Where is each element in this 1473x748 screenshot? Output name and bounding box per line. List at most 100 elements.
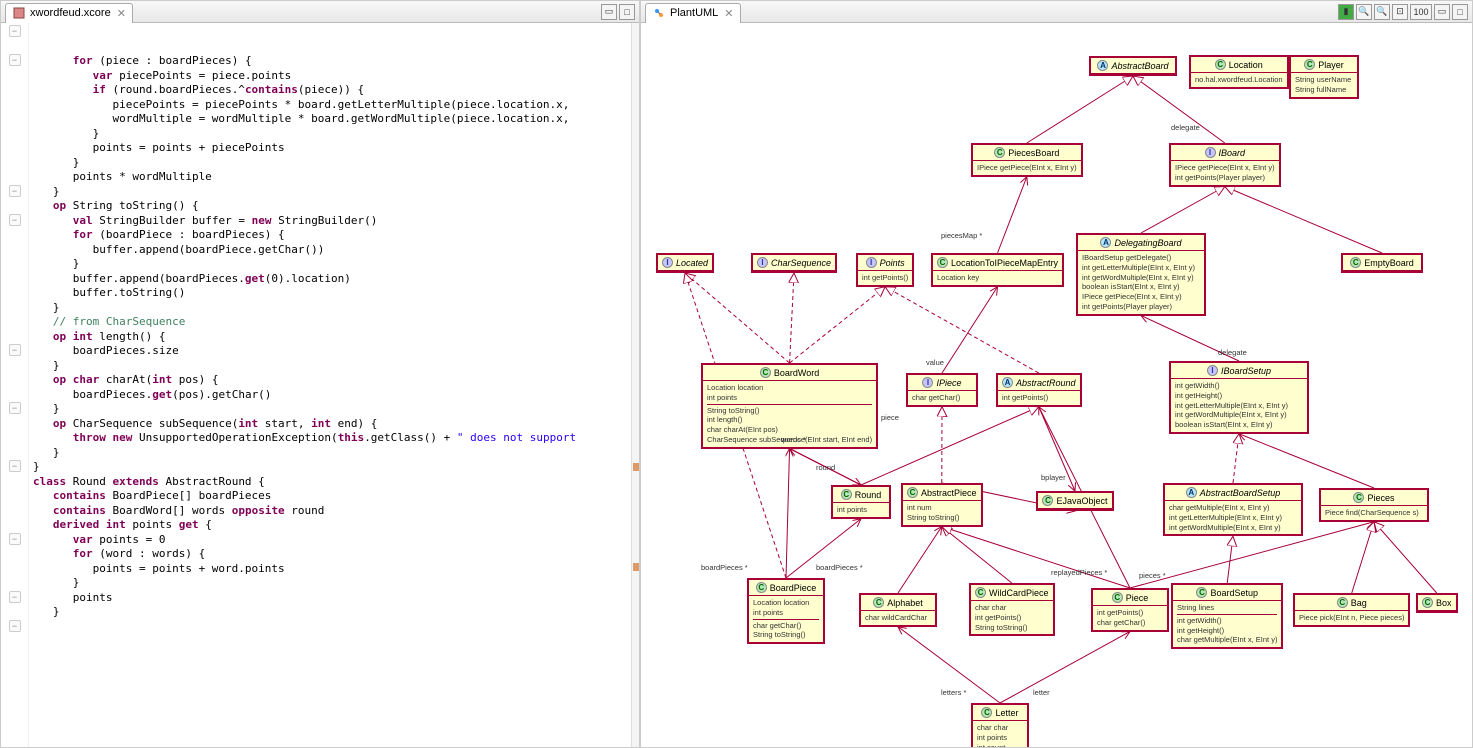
fold-toggle[interactable]: − (9, 54, 21, 66)
class-member: int num (907, 503, 977, 513)
edge-label: letter (1033, 688, 1050, 697)
class-member: Location key (937, 273, 1058, 283)
uml-class-bag[interactable]: CBagPiece pick(EInt n, Piece pieces) (1293, 593, 1410, 627)
overview-ruler (631, 23, 639, 747)
class-member: int points (707, 393, 872, 403)
edge-label: replayedPieces * (1051, 568, 1107, 577)
zoom-out-button[interactable]: 🔍 (1374, 4, 1390, 20)
class-member: char getMultiple(EInt x, EInt y) (1169, 503, 1297, 513)
class-member: int getPoints() (975, 613, 1049, 623)
class-member: int getWordMultiple(EInt x, EInt y) (1175, 410, 1303, 420)
edge-label: letters * (941, 688, 966, 697)
xcore-file-icon (12, 6, 26, 20)
fold-toggle[interactable]: − (9, 344, 21, 356)
fold-toggle[interactable]: − (9, 402, 21, 414)
uml-class-iboardsetup[interactable]: IIBoardSetupint getWidth()int getHeight(… (1169, 361, 1309, 434)
fold-toggle[interactable]: − (9, 591, 21, 603)
uml-class-ipiece[interactable]: IIPiecechar getChar() (906, 373, 978, 407)
xcore-tab[interactable]: xwordfeud.xcore ✕ (5, 3, 133, 23)
class-icon: C (1196, 587, 1207, 598)
zoom-100-button[interactable]: 100 (1410, 4, 1432, 20)
uml-class-charsequence[interactable]: ICharSequence (751, 253, 837, 273)
class-member: int getLetterMultiple(EInt x, EInt y) (1169, 513, 1297, 523)
class-name: AbstractBoard (1111, 61, 1168, 71)
class-name: EmptyBoard (1364, 258, 1414, 268)
uml-class-piecesboard[interactable]: CPiecesBoardIPiece getPiece(EInt x, EInt… (971, 143, 1083, 177)
uml-class-locationtoipiecemapentry[interactable]: CLocationToIPieceMapEntryLocation key (931, 253, 1064, 287)
class-member: boolean isStart(EInt x, EInt y) (1175, 420, 1303, 430)
uml-class-boardpiece[interactable]: CBoardPieceLocation locationint pointsch… (747, 578, 825, 644)
fit-button[interactable]: ⊡ (1392, 4, 1408, 20)
edge-label: pieces * (1139, 571, 1166, 580)
edge-label: boardPieces * (701, 563, 748, 572)
fold-toggle[interactable]: − (9, 460, 21, 472)
interface-icon: I (662, 257, 673, 268)
class-member: int count (977, 743, 1023, 748)
fold-gutter[interactable]: − − − − − − − − − − (1, 23, 29, 747)
class-member: int points (753, 608, 819, 618)
uml-class-abstractboardsetup[interactable]: AAbstractBoardSetupchar getMultiple(EInt… (1163, 483, 1303, 536)
uml-class-round[interactable]: CRoundint points (831, 485, 891, 519)
class-name: BoardSetup (1210, 588, 1258, 598)
fold-toggle[interactable]: − (9, 620, 21, 632)
uml-diagram[interactable]: AAbstractBoard CLocationno.hal.xwordfeud.… (641, 23, 1472, 747)
code-editor[interactable]: − − − − − − − − − − for (piece : boardPieces) { v… (1, 23, 639, 747)
class-name: PiecesBoard (1008, 148, 1059, 158)
uml-class-iboard[interactable]: IIBoardIPiece getPiece(EInt x, EInt y)in… (1169, 143, 1281, 187)
uml-class-letter[interactable]: CLetterchar charint pointsint count (971, 703, 1029, 747)
zoom-in-button[interactable]: 🔍 (1356, 4, 1372, 20)
plantuml-icon (652, 6, 666, 20)
class-member: IPiece getPiece(EInt x, EInt y) (1175, 163, 1275, 173)
class-name: WildCardPiece (989, 588, 1049, 598)
class-member: int getPoints(Player player) (1082, 302, 1200, 312)
fold-toggle[interactable]: − (9, 185, 21, 197)
uml-class-box[interactable]: CBox (1416, 593, 1458, 613)
class-name: AbstractRound (1016, 378, 1076, 388)
abstract-icon: A (1097, 60, 1108, 71)
uml-class-emptyboard[interactable]: CEmptyBoard (1341, 253, 1423, 273)
class-member: int getWidth() (1177, 616, 1277, 626)
class-name: EJavaObject (1056, 496, 1107, 506)
uml-class-location[interactable]: CLocationno.hal.xwordfeud.Location (1189, 55, 1289, 89)
uml-class-pieces[interactable]: CPiecesPiece find(CharSequence s) (1319, 488, 1429, 522)
uml-class-located[interactable]: ILocated (656, 253, 714, 273)
class-member: String userName (1295, 75, 1353, 85)
close-icon[interactable]: ✕ (724, 7, 733, 20)
uml-class-abstractpiece[interactable]: CAbstractPieceint numString toString() (901, 483, 983, 527)
code-content[interactable]: for (piece : boardPieces) { var piecePoi… (29, 23, 639, 747)
uml-class-boardsetup[interactable]: CBoardSetupString linesint getWidth()int… (1171, 583, 1283, 649)
uml-class-abstractboard[interactable]: AAbstractBoard (1089, 56, 1177, 76)
class-icon: C (873, 597, 884, 608)
fold-toggle[interactable]: − (9, 214, 21, 226)
class-name: Points (880, 258, 905, 268)
uml-class-ejavaobject[interactable]: CEJavaObject (1036, 491, 1114, 511)
maximize-button[interactable]: □ (1452, 4, 1468, 20)
close-icon[interactable]: ✕ (117, 7, 126, 20)
fold-toggle[interactable]: − (9, 533, 21, 545)
class-member: int getHeight() (1175, 391, 1303, 401)
fold-toggle[interactable]: − (9, 25, 21, 37)
xcore-tab-label: xwordfeud.xcore (30, 7, 111, 19)
uml-class-wildcardpiece[interactable]: CWildCardPiecechar charint getPoints()St… (969, 583, 1055, 636)
class-member: IPiece getPiece(EInt x, EInt y) (977, 163, 1077, 173)
class-icon: C (1215, 59, 1226, 70)
class-icon: C (907, 487, 918, 498)
interface-icon: I (757, 257, 768, 268)
class-name: Pieces (1367, 493, 1394, 503)
edge-label: words * (781, 435, 806, 444)
class-member: int getPoints() (1097, 608, 1163, 618)
class-icon: C (1337, 597, 1348, 608)
uml-class-abstractround[interactable]: AAbstractRoundint getPoints() (996, 373, 1082, 407)
uml-class-piece[interactable]: CPieceint getPoints()char getChar() (1091, 588, 1169, 632)
class-name: AbstractBoardSetup (1200, 488, 1281, 498)
maximize-button[interactable]: □ (619, 4, 635, 20)
class-member: String fullName (1295, 85, 1353, 95)
uml-class-delegatingboard[interactable]: ADelegatingBoardIBoardSetup getDelegate(… (1076, 233, 1206, 316)
uml-class-player[interactable]: CPlayerString userNameString fullName (1289, 55, 1359, 99)
uml-class-alphabet[interactable]: CAlphabetchar wildCardChar (859, 593, 937, 627)
class-member: int getLetterMultiple(EInt x, EInt y) (1082, 263, 1200, 273)
uml-class-points[interactable]: IPointsint getPoints() (856, 253, 914, 287)
minimize-button[interactable]: ▭ (601, 4, 617, 20)
plantuml-tab[interactable]: PlantUML ✕ (645, 3, 741, 23)
minimize-button[interactable]: ▭ (1434, 4, 1450, 20)
